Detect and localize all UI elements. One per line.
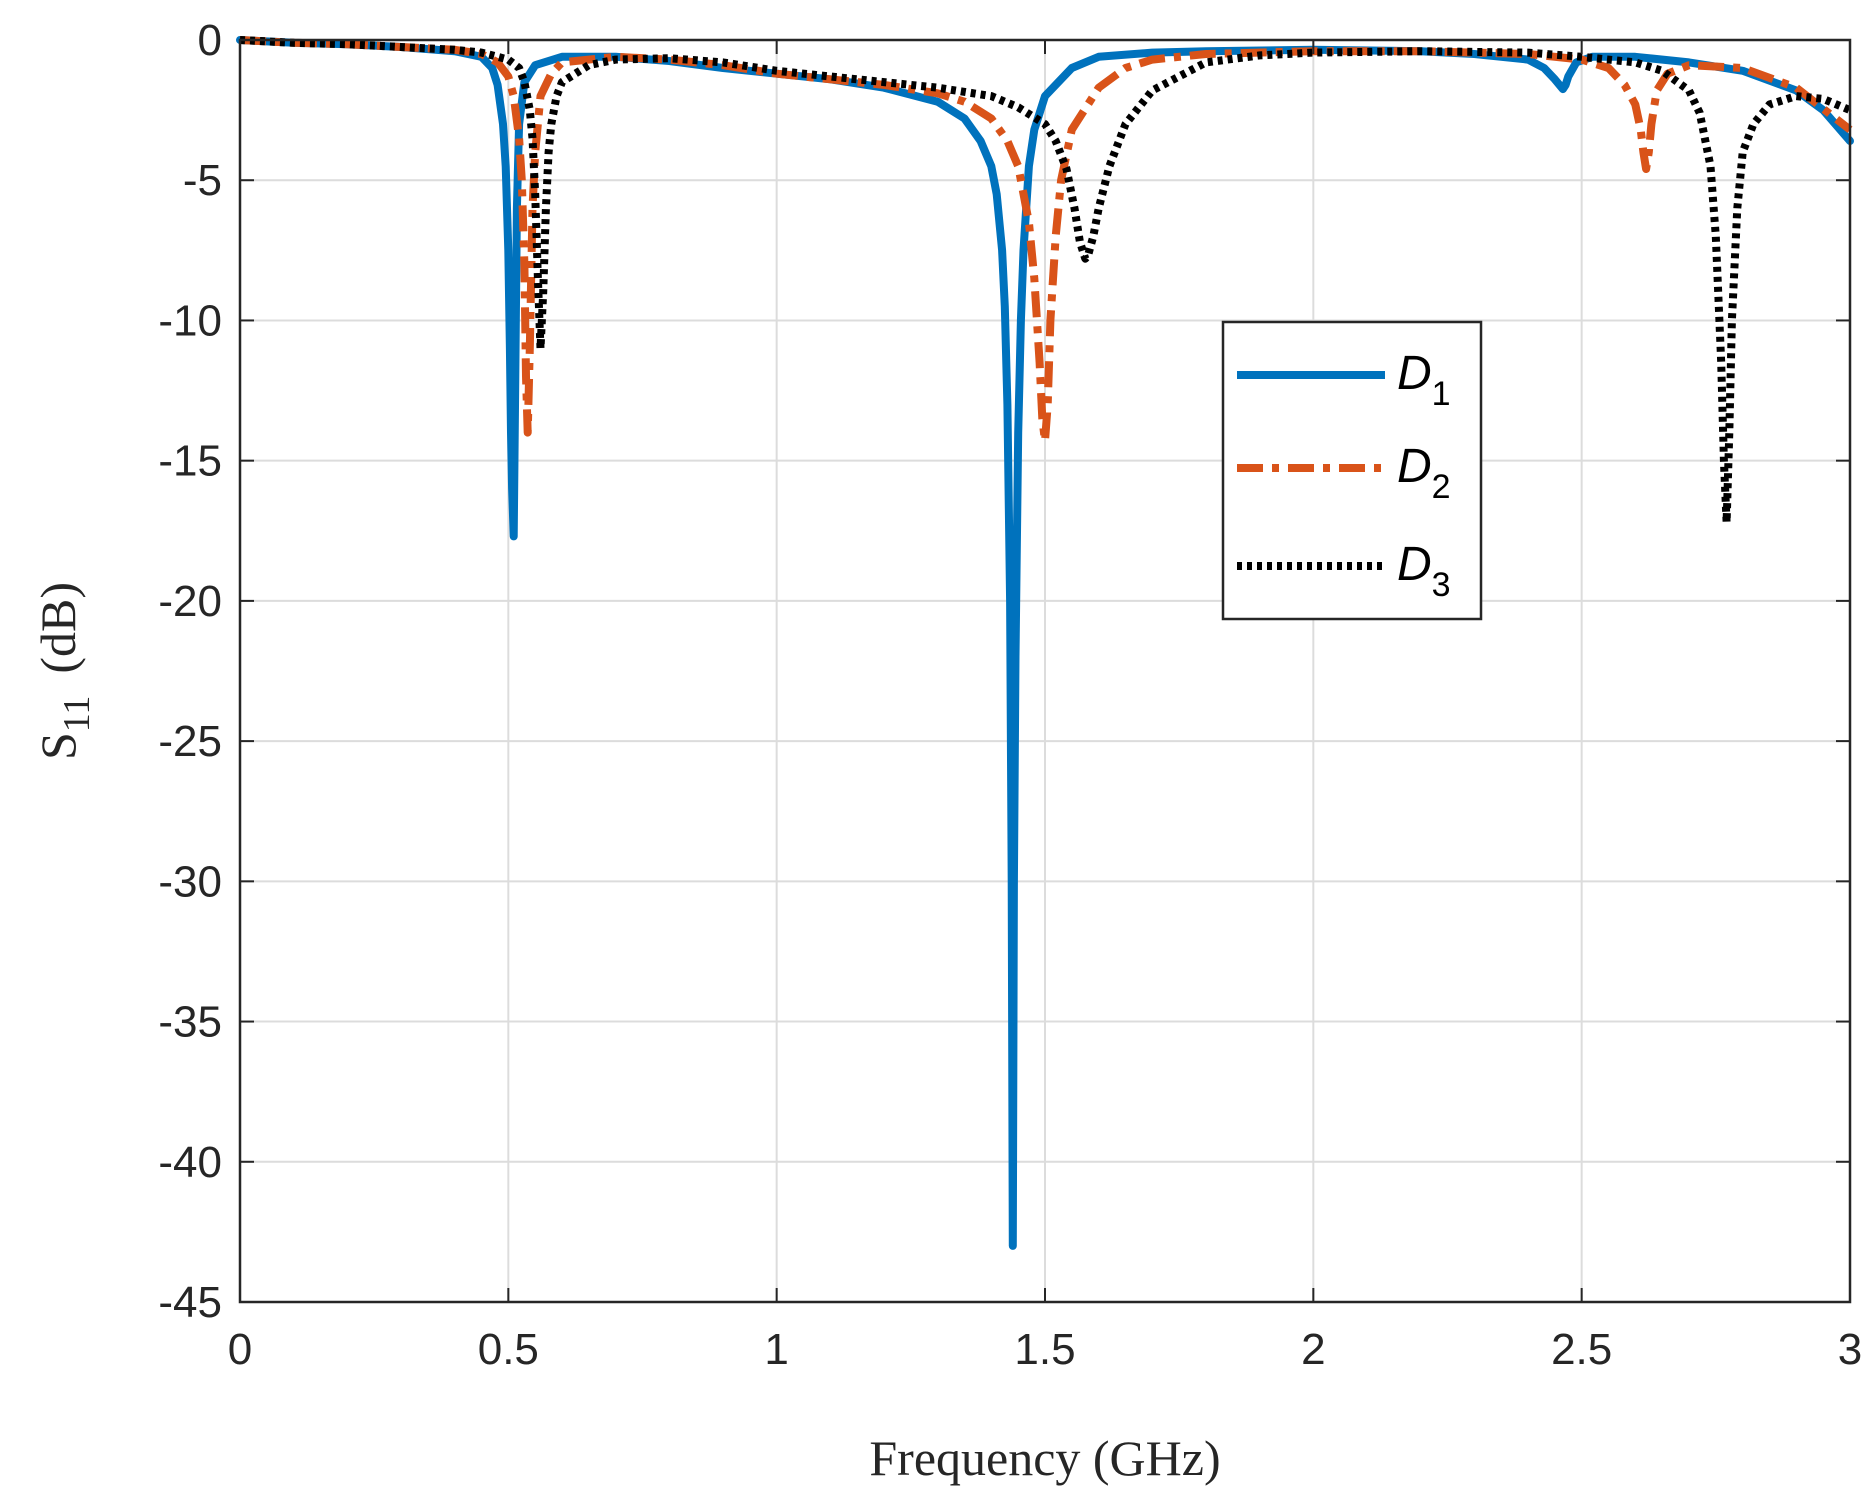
series-line-d2 xyxy=(239,36,1853,445)
legend: D1 D2 D3 xyxy=(1221,320,1483,621)
x-tick-label: 3 xyxy=(1838,1325,1862,1374)
x-tick-label: 0.5 xyxy=(478,1325,539,1374)
y-tick-label: -15 xyxy=(158,437,222,486)
y-axis-title: S11 (dB) xyxy=(30,582,98,760)
y-tick-label: -40 xyxy=(158,1138,222,1187)
legend-label-d1: D1 xyxy=(1397,347,1451,413)
svg-text:S11(dB): S11 (dB) xyxy=(30,582,98,760)
x-tick-label: 2.5 xyxy=(1551,1325,1612,1374)
y-tick-label: 0 xyxy=(198,16,222,65)
legend-label-d3: D3 xyxy=(1397,538,1451,604)
y-tick-label: -35 xyxy=(158,998,222,1047)
x-tick-label: 0 xyxy=(228,1325,252,1374)
y-tick-label: -45 xyxy=(158,1278,222,1327)
y-axis-title-sub: 11 xyxy=(56,696,98,733)
x-axis-title: Frequency (GHz) xyxy=(869,1430,1220,1486)
y-tick-label: -20 xyxy=(158,577,222,626)
x-tick-label: 1.5 xyxy=(1014,1325,1075,1374)
y-tick-label: -5 xyxy=(183,156,222,205)
x-tick-label: 1 xyxy=(764,1325,788,1374)
series-line-d3 xyxy=(239,36,1852,527)
data-series xyxy=(236,36,1854,1250)
y-axis-title-main: S xyxy=(30,732,86,760)
axis-ticks: 0 0.5 1 1.5 2 2.5 3 0 -5 -10 -15 -20 -25 -30 -35 -40 -45 xyxy=(158,16,1862,1374)
series-line-d1 xyxy=(236,36,1854,1250)
x-tick-label: 2 xyxy=(1301,1325,1325,1374)
y-tick-label: -30 xyxy=(158,857,222,906)
legend-label-d2: D2 xyxy=(1397,440,1451,506)
y-tick-label: -25 xyxy=(158,717,222,766)
y-axis-title-unit: (dB) xyxy=(30,582,86,674)
y-tick-label: -10 xyxy=(158,296,222,345)
